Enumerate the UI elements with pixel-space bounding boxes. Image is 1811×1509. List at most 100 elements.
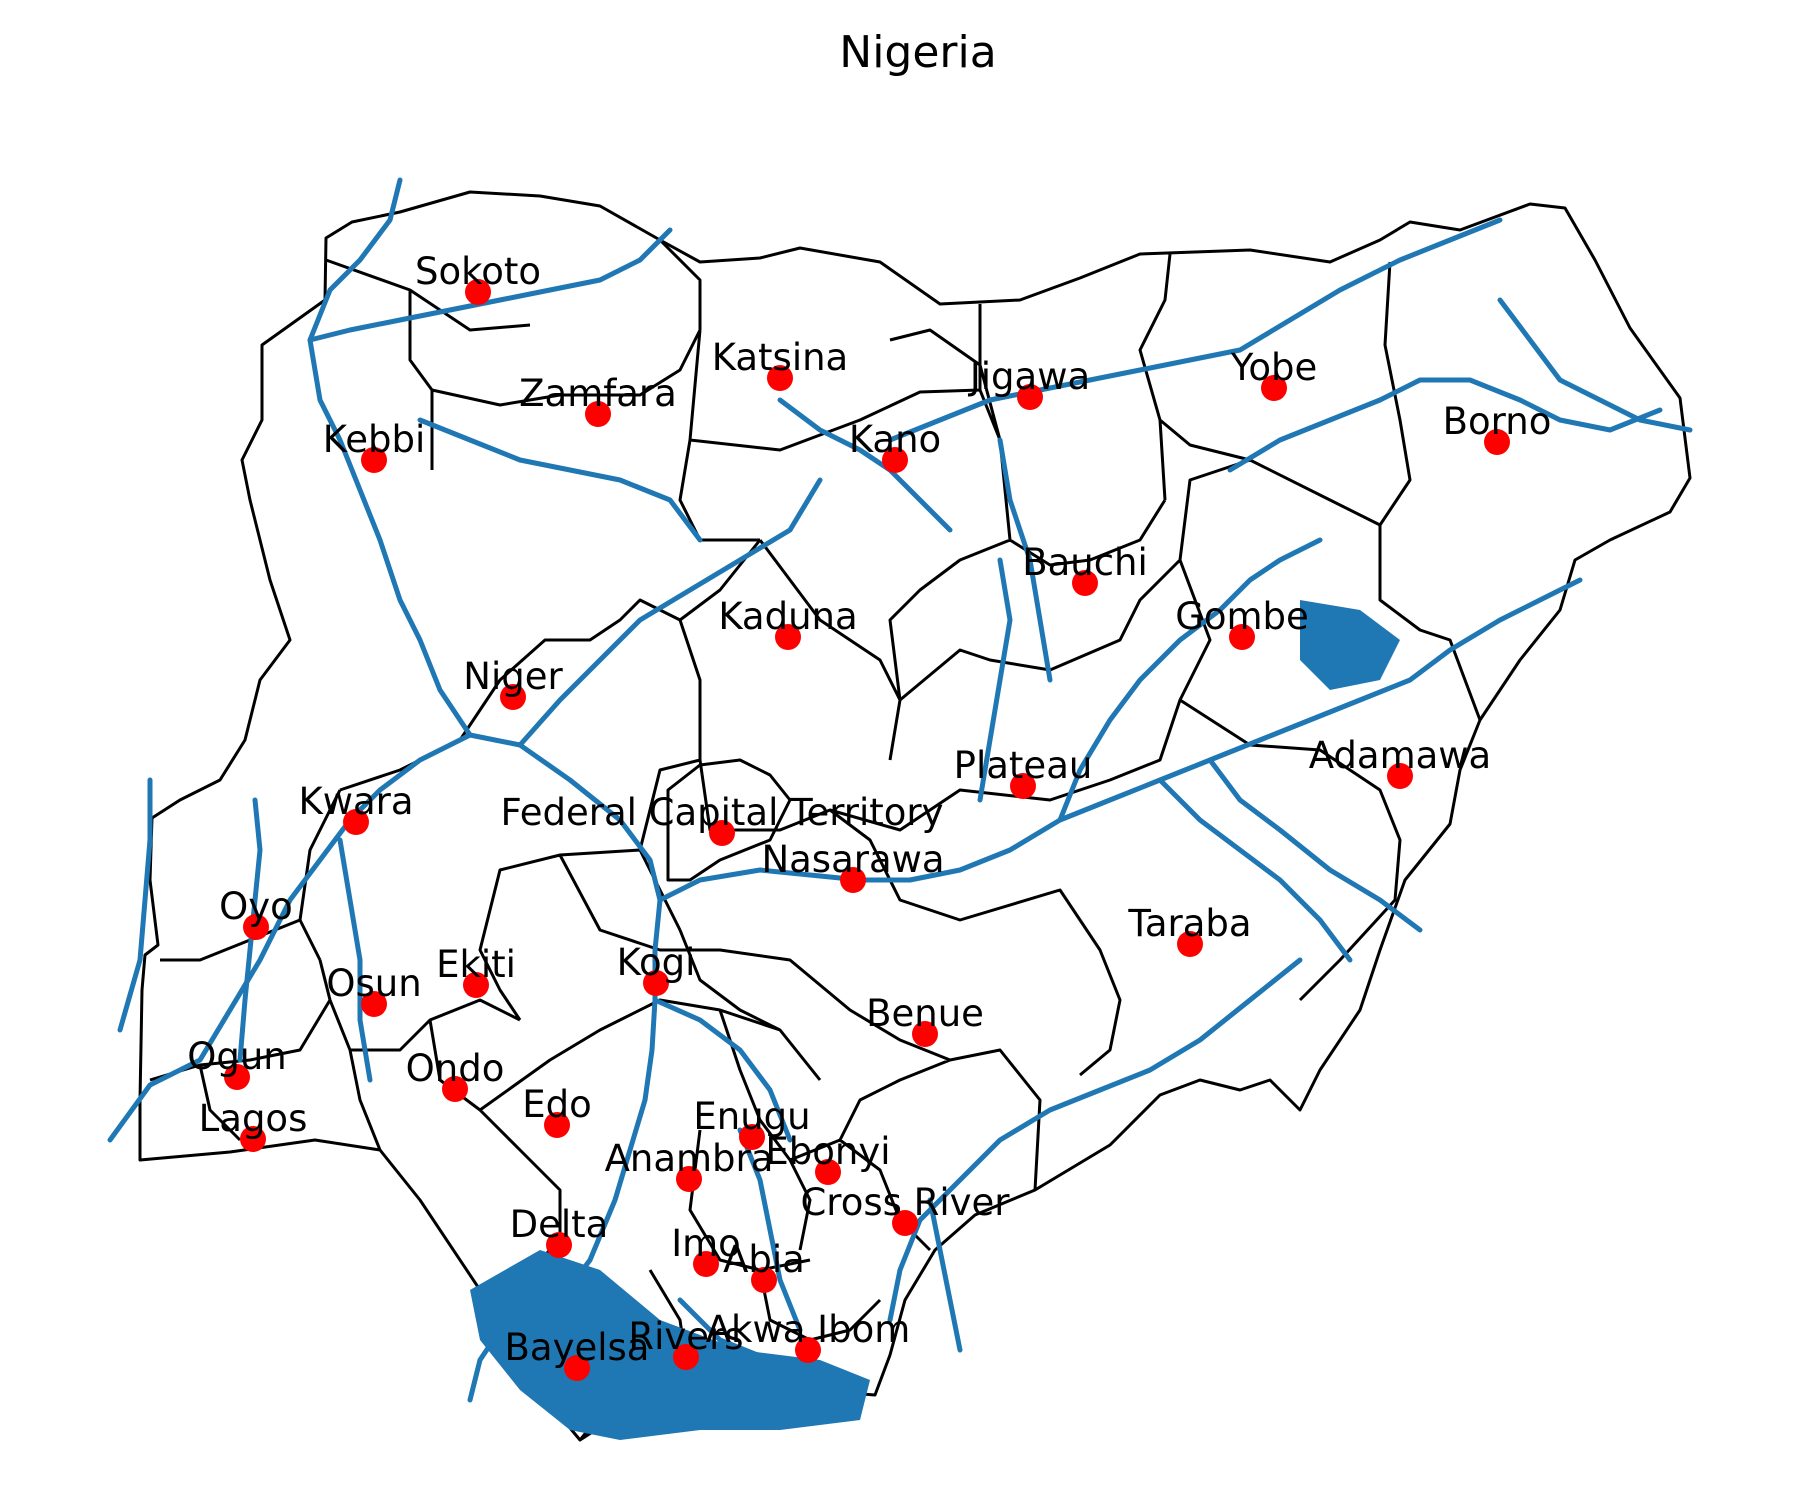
label-osun: Osun	[326, 962, 421, 1005]
marker-adamawa	[1387, 763, 1413, 789]
marker-plateau	[1010, 773, 1036, 799]
marker-bauchi	[1072, 570, 1098, 596]
marker-delta	[546, 1232, 572, 1258]
marker-zamfara	[585, 401, 611, 427]
marker-enugu	[739, 1124, 765, 1150]
river-osun	[337, 837, 373, 1083]
marker-ebonyi	[815, 1159, 841, 1185]
label-kebbi: Kebbi	[323, 418, 425, 461]
river-zamfara	[417, 417, 703, 543]
label-sokoto: Sokoto	[415, 250, 541, 293]
marker-imo	[693, 1251, 719, 1277]
marker-cross-river	[892, 1210, 918, 1236]
river-niger	[107, 732, 663, 1383]
label-kogi: Kogi	[617, 941, 696, 984]
river-kwa	[927, 1197, 963, 1353]
marker-oyo	[243, 914, 269, 940]
marker-edo	[544, 1112, 570, 1138]
label-ebonyi: Ebonyi	[765, 1130, 890, 1173]
marker-kwara	[343, 809, 369, 835]
river-yobe	[1227, 377, 1663, 473]
river-northeast	[1497, 297, 1693, 433]
label-federal-capital-territory: Federal Capital Territory	[500, 791, 943, 834]
marker-niger	[500, 684, 526, 710]
label-enugu: Enugu	[693, 1095, 810, 1138]
lake-chad-region-fill	[1300, 600, 1400, 690]
label-niger: Niger	[463, 655, 563, 698]
marker-anambra	[676, 1166, 702, 1192]
label-yobe: Yobe	[1230, 346, 1318, 389]
marker-katsina	[767, 365, 793, 391]
marker-lagos	[240, 1126, 266, 1152]
label-delta: Delta	[510, 1203, 609, 1246]
label-abia: Abia	[723, 1238, 805, 1281]
marker-kebbi	[361, 447, 387, 473]
country-outline	[138, 190, 1692, 1442]
label-adamawa: Adamawa	[1309, 734, 1491, 777]
label-taraba: Taraba	[1127, 902, 1251, 945]
label-katsina: Katsina	[712, 336, 848, 379]
river-taraba	[1157, 777, 1353, 963]
label-ogun: Ogun	[187, 1035, 287, 1078]
river-jamaare	[997, 437, 1053, 683]
river-cross	[887, 957, 1303, 1323]
marker-bayelsa	[564, 1355, 590, 1381]
label-oyo: Oyo	[219, 885, 293, 928]
label-anambra: Anambra	[605, 1137, 774, 1180]
label-kwara: Kwara	[298, 780, 413, 823]
marker-jigawa	[1017, 384, 1043, 410]
marker-rivers	[673, 1344, 699, 1370]
river-benue	[657, 577, 1583, 903]
marker-kogi	[643, 970, 669, 996]
label-borno: Borno	[1443, 400, 1552, 443]
label-kano: Kano	[849, 418, 941, 461]
label-lagos: Lagos	[199, 1097, 308, 1140]
label-ekiti: Ekiti	[436, 943, 516, 986]
river-delta-fill	[470, 1250, 870, 1440]
label-jigawa: Jigawa	[968, 355, 1090, 398]
marker-gombe	[1229, 624, 1255, 650]
marker-osun	[361, 991, 387, 1017]
marker-ekiti	[463, 972, 489, 998]
label-cross-river: Cross River	[800, 1181, 1010, 1224]
marker-yobe	[1261, 375, 1287, 401]
river-network	[107, 177, 1693, 1440]
marker-ogun	[224, 1064, 250, 1090]
label-edo: Edo	[522, 1083, 592, 1126]
marker-akwa-ibom	[795, 1337, 821, 1363]
river-west	[117, 777, 153, 1033]
river-donga	[1207, 757, 1423, 933]
label-bayelsa: Bayelsa	[505, 1326, 650, 1369]
label-ondo: Ondo	[406, 1047, 505, 1090]
marker-kaduna	[775, 624, 801, 650]
marker-abia	[751, 1267, 777, 1293]
label-bauchi: Bauchi	[1022, 541, 1148, 584]
river-gongola	[1057, 537, 1323, 823]
label-akwa-ibom: Akwa Ibom	[706, 1308, 911, 1351]
marker-kano	[882, 447, 908, 473]
river-sokoto	[307, 227, 673, 343]
label-zamfara: Zamfara	[519, 372, 677, 415]
state-labels: Sokoto Katsina Zamfara Jigawa Yobe Borno Kebbi…	[187, 250, 1551, 1369]
marker-nasarawa	[840, 867, 866, 893]
river-anambra	[652, 997, 793, 1143]
state-markers	[224, 279, 1510, 1381]
marker-borno	[1484, 429, 1510, 455]
river-imo	[737, 1127, 803, 1333]
river-kano	[777, 397, 953, 533]
marker-federal-capital-territory	[709, 820, 735, 846]
marker-taraba	[1177, 931, 1203, 957]
map-title: Nigeria	[839, 27, 996, 78]
river-kaduna	[517, 477, 823, 748]
river-hadejia	[887, 217, 1503, 443]
label-kaduna: Kaduna	[718, 595, 857, 638]
label-gombe: Gombe	[1175, 595, 1309, 638]
label-nasarawa: Nasarawa	[761, 838, 944, 881]
river-niger-upper	[307, 177, 473, 738]
label-imo: Imo	[671, 1222, 741, 1265]
label-benue: Benue	[866, 992, 984, 1035]
marker-sokoto	[465, 279, 491, 305]
label-plateau: Plateau	[954, 744, 1093, 787]
label-rivers: Rivers	[628, 1315, 743, 1358]
